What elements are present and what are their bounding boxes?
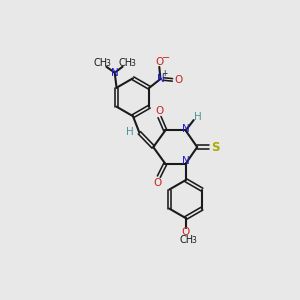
Text: CH: CH — [180, 235, 194, 245]
Text: O: O — [182, 227, 190, 237]
Text: 3: 3 — [105, 59, 110, 68]
Text: S: S — [212, 141, 220, 154]
Text: CH: CH — [119, 58, 133, 68]
Text: N: N — [111, 68, 119, 78]
Text: −: − — [162, 53, 170, 63]
Text: CH: CH — [94, 58, 108, 68]
Text: N: N — [157, 74, 164, 84]
Text: 3: 3 — [131, 59, 136, 68]
Text: O: O — [155, 106, 163, 116]
Text: O: O — [154, 178, 162, 188]
Text: +: + — [161, 69, 168, 78]
Text: 3: 3 — [191, 236, 196, 245]
Text: N: N — [182, 124, 190, 134]
Text: O: O — [175, 75, 183, 85]
Text: H: H — [194, 112, 202, 122]
Text: N: N — [182, 156, 190, 167]
Text: H: H — [126, 127, 134, 136]
Text: O: O — [156, 57, 164, 67]
